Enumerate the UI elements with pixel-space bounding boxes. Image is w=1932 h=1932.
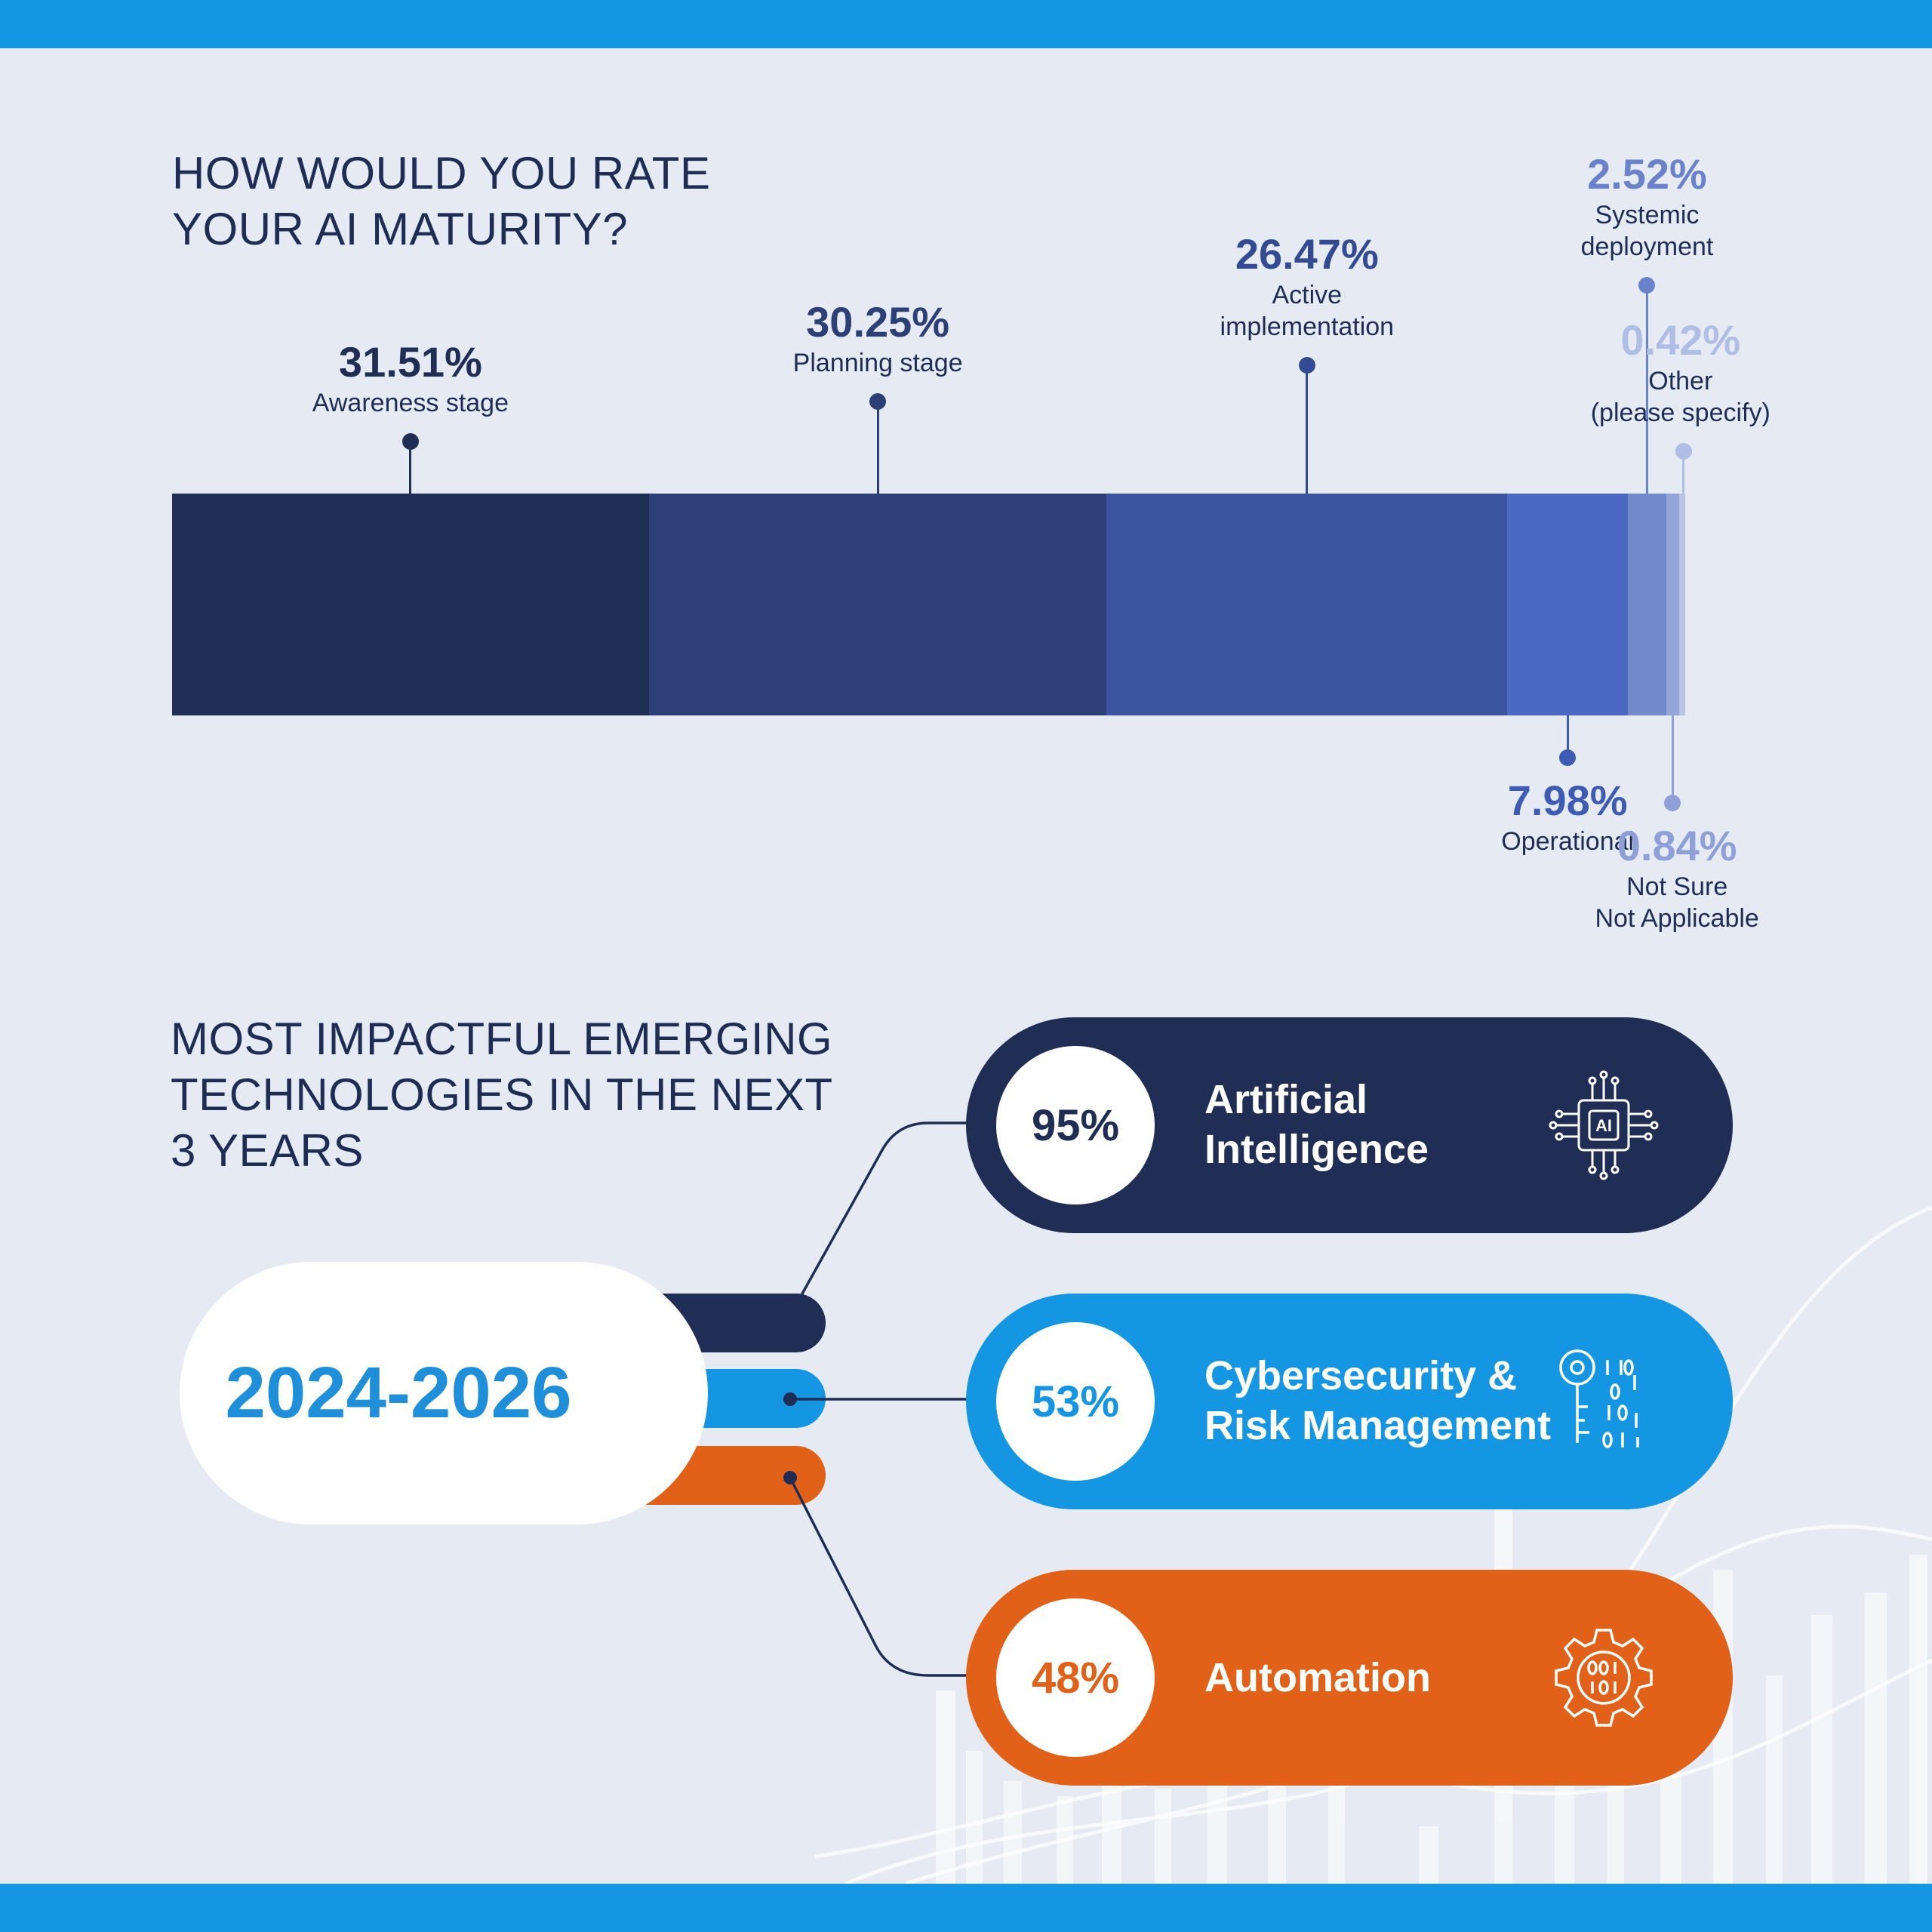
period-label: 2024-2026 bbox=[225, 1352, 572, 1433]
tech-name-ai: Artificial Intelligence bbox=[1204, 1075, 1429, 1174]
tech-percent-ai: 95% bbox=[1031, 1100, 1120, 1150]
segment-label-3: 26.47% Active implementation bbox=[1220, 229, 1395, 343]
leader-dot-5 bbox=[1638, 277, 1656, 294]
tech-percent-circle: 53% bbox=[996, 1322, 1155, 1481]
tech-name-ai-line-2: Intelligence bbox=[1204, 1127, 1429, 1172]
segment-value-label: 2.52% bbox=[1587, 150, 1707, 198]
tech-pill-cybersecurity: 53% Cybersecurity & Risk Management bbox=[966, 1294, 1733, 1509]
segment-label-4: 7.98% Operational bbox=[1501, 776, 1634, 857]
leader-dot-6 bbox=[1664, 795, 1681, 811]
leader-line-5 bbox=[1645, 285, 1648, 494]
bar-segment-7 bbox=[1678, 494, 1686, 715]
bar-segment-2 bbox=[648, 494, 1107, 715]
segment-category-label: (please specify) bbox=[1590, 398, 1770, 427]
tech-name-automation: Automation bbox=[1204, 1653, 1431, 1703]
segment-label-7: 0.42% Other (please specify) bbox=[1591, 315, 1770, 429]
leader-line-3 bbox=[1306, 365, 1309, 494]
key-binary-icon bbox=[1559, 1349, 1639, 1448]
tech-name-ai-line-1: Artificial bbox=[1204, 1077, 1368, 1122]
segment-value-label: 31.51% bbox=[338, 338, 482, 386]
leader-line-2 bbox=[876, 401, 879, 494]
bar-segment-6 bbox=[1666, 494, 1680, 715]
tech-name-automation-line-1: Automation bbox=[1204, 1655, 1431, 1700]
tech-percent-circle: 95% bbox=[996, 1046, 1155, 1204]
leader-dot-2 bbox=[869, 393, 887, 410]
technologies-title-line-3: 3 YEARS bbox=[171, 1125, 364, 1176]
gear-binary-icon bbox=[1555, 1629, 1653, 1727]
ai-chip-icon: AI bbox=[1549, 1070, 1659, 1180]
leader-line-6 bbox=[1671, 715, 1674, 803]
tech-pill-automation: 48% Automation bbox=[966, 1570, 1733, 1786]
leader-line-1 bbox=[409, 441, 412, 494]
segment-label-1: 31.51% Awareness stage bbox=[312, 337, 509, 419]
leader-line-7 bbox=[1682, 451, 1685, 494]
maturity-title-line-1: HOW WOULD YOU RATE bbox=[172, 148, 711, 198]
maturity-title-line-2: YOUR AI MATURITY? bbox=[172, 204, 629, 254]
leader-dot-4 bbox=[1559, 749, 1577, 766]
segment-category-label: Planning stage bbox=[792, 349, 963, 377]
segment-category-label: Awareness stage bbox=[312, 389, 509, 417]
segment-category-label: Other bbox=[1648, 367, 1713, 395]
leader-dot-3 bbox=[1298, 357, 1315, 374]
tech-percent-circle: 48% bbox=[996, 1598, 1155, 1757]
segment-category-label: Not Sure bbox=[1626, 872, 1728, 901]
segment-label-5: 2.52% Systemic deployment bbox=[1581, 149, 1714, 263]
bar-segment-1 bbox=[172, 494, 650, 715]
tech-name-cybersecurity-line-1: Cybersecurity & bbox=[1204, 1353, 1518, 1398]
tech-pill-ai: 95% Artificial Intelligence AI bbox=[966, 1017, 1733, 1233]
tech-percent-automation: 48% bbox=[1031, 1653, 1120, 1703]
segment-value-label: 30.25% bbox=[806, 298, 950, 346]
segment-value-label: 7.98% bbox=[1507, 777, 1628, 824]
tech-name-cybersecurity-line-2: Risk Management bbox=[1204, 1403, 1552, 1448]
segment-category-label: Operational bbox=[1501, 827, 1635, 856]
leader-dot-7 bbox=[1675, 443, 1692, 460]
leader-line-4 bbox=[1566, 715, 1569, 758]
segment-category-label: implementation bbox=[1220, 312, 1395, 341]
technologies-title-line-2: TECHNOLOGIES IN THE NEXT bbox=[171, 1069, 833, 1120]
bar-segment-3 bbox=[1106, 494, 1508, 715]
bottom-band bbox=[0, 1884, 1932, 1932]
segment-category-label: deployment bbox=[1580, 232, 1714, 261]
segment-value-label: 0.84% bbox=[1617, 822, 1737, 869]
tech-percent-cybersecurity: 53% bbox=[1031, 1377, 1120, 1426]
period-pill: 2024-2026 bbox=[180, 1262, 708, 1524]
segment-label-6: 0.84% Not Sure Not Applicable bbox=[1595, 821, 1758, 934]
segment-value-label: 26.47% bbox=[1235, 230, 1379, 278]
leader-dot-1 bbox=[401, 433, 419, 450]
segment-label-2: 30.25% Planning stage bbox=[793, 297, 963, 379]
maturity-title: HOW WOULD YOU RATE YOUR AI MATURITY? bbox=[172, 146, 851, 257]
segment-category-label: Systemic bbox=[1595, 201, 1700, 229]
bar-segment-4 bbox=[1507, 494, 1629, 715]
segment-category-label: Active bbox=[1272, 281, 1343, 309]
technologies-title-line-1: MOST IMPACTFUL EMERGING bbox=[171, 1014, 833, 1064]
top-band bbox=[0, 0, 1932, 48]
svg-text:AI: AI bbox=[1595, 1116, 1612, 1135]
tech-name-cybersecurity: Cybersecurity & Risk Management bbox=[1204, 1351, 1551, 1451]
technologies-title: MOST IMPACTFUL EMERGING TECHNOLOGIES IN … bbox=[171, 1011, 925, 1179]
segment-category-label: Not Applicable bbox=[1595, 904, 1759, 933]
bar-segment-5 bbox=[1628, 494, 1667, 715]
segment-value-label: 0.42% bbox=[1620, 316, 1741, 364]
